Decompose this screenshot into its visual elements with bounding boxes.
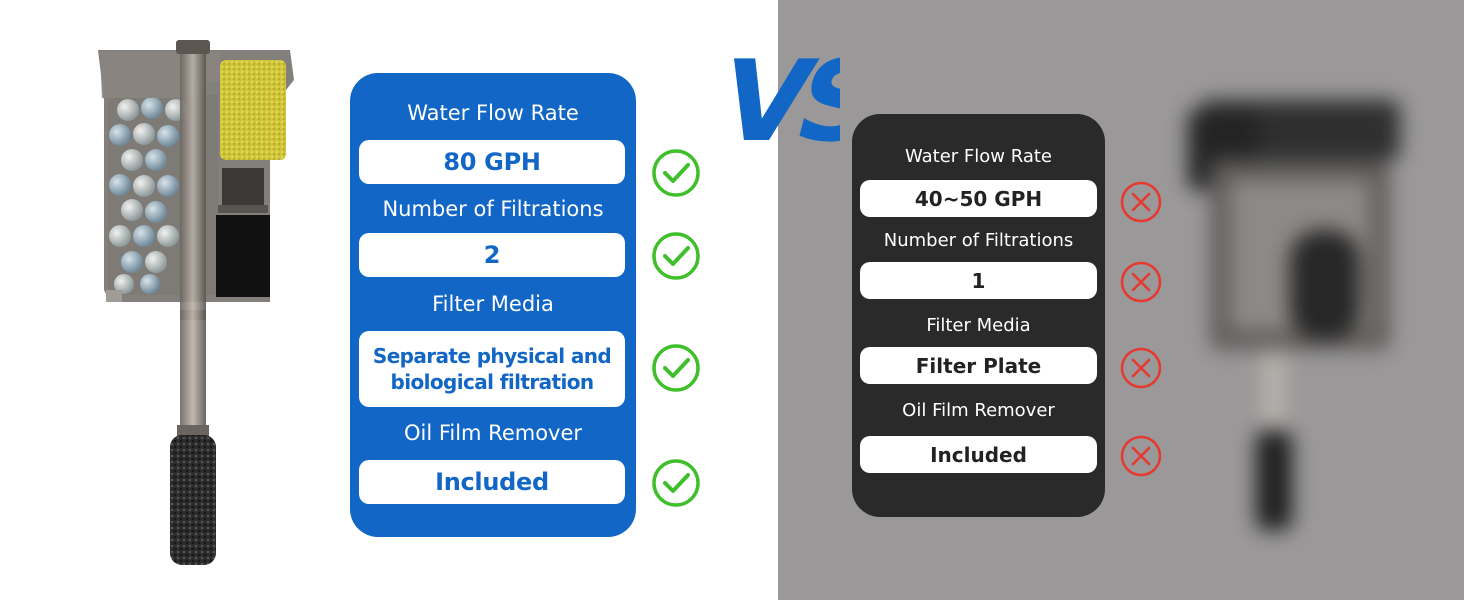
cross-icon: [1120, 261, 1162, 303]
check-icon: [652, 344, 700, 392]
our-product-spec-panel: Water Flow Rate 80 GPH Number of Filtrat…: [350, 73, 636, 537]
our-filter-product-image: [98, 40, 294, 565]
spec-value-oil-film-remover: Included: [359, 460, 625, 504]
spec-label-water-flow-rate: Water Flow Rate: [407, 101, 579, 125]
spec-value-filter-media: Filter Plate: [860, 347, 1097, 384]
vs-text: VS: [706, 36, 840, 160]
spec-label-number-of-filtrations: Number of Filtrations: [883, 230, 1074, 251]
cross-icon: [1120, 181, 1162, 223]
check-icon: [652, 149, 700, 197]
spec-value-number-of-filtrations: 2: [359, 233, 625, 277]
spec-value-water-flow-rate: 80 GPH: [359, 140, 625, 184]
spec-label-oil-film-remover: Oil Film Remover: [902, 400, 1055, 421]
cross-icon: [1120, 347, 1162, 389]
spec-value-filter-media: Separate physical and biological filtrat…: [359, 331, 625, 407]
competitor-product-image: [1188, 100, 1400, 530]
spec-label-water-flow-rate: Water Flow Rate: [904, 146, 1052, 167]
vs-logo: VS: [706, 36, 840, 160]
check-icon: [652, 459, 700, 507]
spec-label-number-of-filtrations: Number of Filtrations: [382, 197, 604, 221]
spec-label-filter-media: Filter Media: [926, 315, 1031, 336]
spec-label-filter-media: Filter Media: [432, 292, 554, 316]
spec-value-number-of-filtrations: 1: [860, 262, 1097, 299]
check-icon: [652, 232, 700, 280]
competitor-spec-panel: Water Flow Rate 40~50 GPH Number of Filt…: [852, 114, 1105, 517]
cross-icon: [1120, 435, 1162, 477]
spec-value-water-flow-rate: 40~50 GPH: [860, 180, 1097, 217]
spec-label-oil-film-remover: Oil Film Remover: [403, 421, 583, 445]
spec-value-oil-film-remover: Included: [860, 436, 1097, 473]
